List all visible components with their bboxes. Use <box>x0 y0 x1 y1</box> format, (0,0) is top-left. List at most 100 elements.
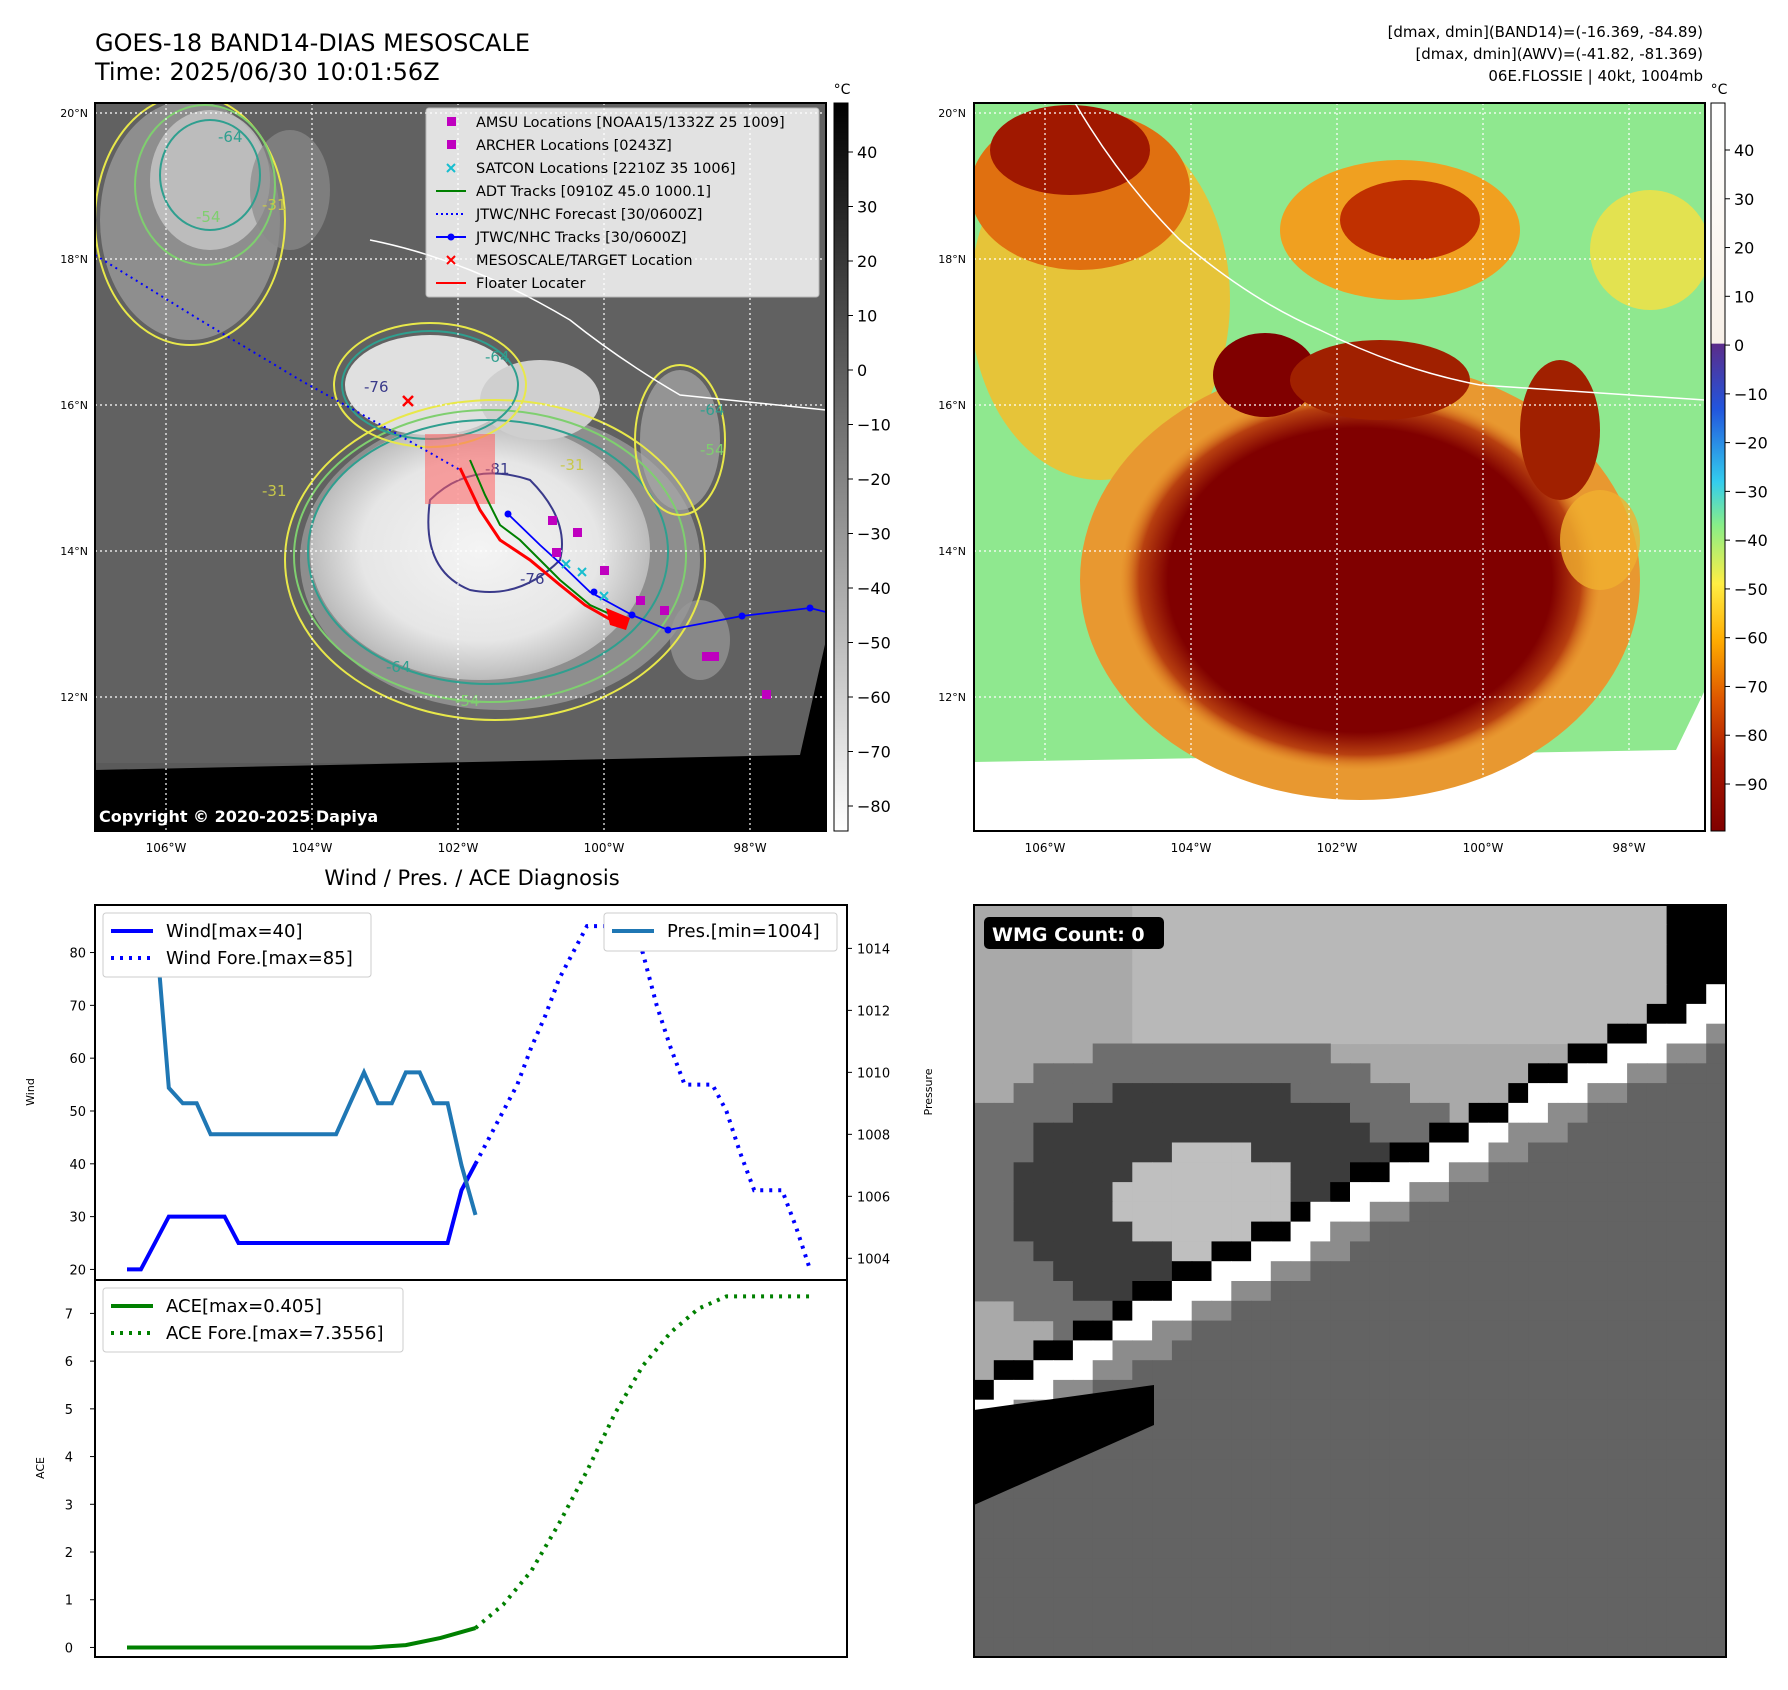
wmg-count-label: WMG Count: 0 <box>992 924 1145 946</box>
ace-series-line-0 <box>127 1626 477 1650</box>
ace-tick-label: 0 <box>65 1641 73 1656</box>
legend-item: AMSU Locations [NOAA15/1332Z 25 1009] <box>447 115 785 131</box>
lon-label: 98°W <box>1612 841 1645 855</box>
lon-label: 100°W <box>1463 841 1504 855</box>
ir-map-frame <box>94 102 827 832</box>
wind-legend: Wind[max=40] Wind Fore.[max=85] <box>102 912 372 978</box>
lat-label: 14°N <box>938 545 966 558</box>
adt-track <box>469 459 613 616</box>
ir-colorbar-unit: °C <box>834 82 851 98</box>
ace-chart: 0 1 2 3 4 5 6 7 ACE ACE[max=0.405] ACE Fore.[max… <box>34 1279 848 1658</box>
legend-label: Wind[max=40] <box>166 921 303 942</box>
colorbar-tick-label: −40 <box>857 579 891 598</box>
contour-label: -54 <box>196 208 221 226</box>
lat-label: 14°N <box>60 545 88 558</box>
pressure-tick-label: 1010 <box>857 1066 890 1081</box>
legend-label: ADT Tracks [0910Z 45.0 1000.1] <box>476 184 711 200</box>
legend-label: AMSU Locations [NOAA15/1332Z 25 1009] <box>476 115 785 131</box>
legend-label: Pres.[min=1004] <box>667 921 820 942</box>
ir-lon-labels: 106°W 104°W 102°W 100°W 98°W <box>146 841 767 855</box>
colorbar-tick-label: 10 <box>1734 287 1754 306</box>
legend-label: ACE[max=0.405] <box>166 1296 322 1317</box>
pressure-legend: Pres.[min=1004] <box>603 912 838 952</box>
legend-item: Floater Locater <box>436 276 585 292</box>
contour-31 <box>284 399 706 721</box>
color-map-frame <box>973 102 1706 832</box>
contour-label: -31 <box>262 196 287 214</box>
ir-storm-core <box>310 420 650 680</box>
wind-tick-label: 80 <box>69 947 86 962</box>
legend-label: Floater Locater <box>476 276 585 292</box>
lon-label: 104°W <box>1171 841 1212 855</box>
wind-tick-label: 30 <box>69 1211 86 1226</box>
color-colorbar-unit: °C <box>1711 82 1728 98</box>
colorbar-tick-label: −20 <box>857 470 891 489</box>
colorbar-tick-label: 0 <box>1734 336 1744 355</box>
ir-lat-labels: 20°N 18°N 16°N 14°N 12°N <box>60 107 88 704</box>
wmg-panel: WMG Count: 0 <box>973 904 1727 1658</box>
colorbar-tick-label: 40 <box>857 143 877 162</box>
ace-series-line-1 <box>474 1294 810 1630</box>
lat-label: 20°N <box>60 107 88 120</box>
colorbar-tick-label: −20 <box>1734 434 1768 453</box>
colorbar-tick-label: −80 <box>857 797 891 816</box>
legend-item: ADT Tracks [0910Z 45.0 1000.1] <box>436 184 711 200</box>
pressure-tick-label: 1012 <box>857 1004 890 1019</box>
legend-label: ARCHER Locations [0243Z] <box>476 138 672 154</box>
legend-label: Wind Fore.[max=85] <box>166 948 353 969</box>
color-colorbar <box>1710 102 1726 832</box>
ir-gridlines <box>95 103 826 831</box>
ace-axis-label: ACE <box>34 1457 47 1479</box>
ace-tick-label: 3 <box>65 1498 73 1513</box>
colorbar-tick-label: 30 <box>857 198 877 217</box>
legend-label: ACE Fore.[max=7.3556] <box>166 1323 384 1344</box>
colorbar-tick-label: −60 <box>857 688 891 707</box>
wind-tick-label: 40 <box>69 1158 86 1173</box>
colorbar-tick-label: −80 <box>1734 726 1768 745</box>
ir-legend: AMSU Locations [NOAA15/1332Z 25 1009] ARC… <box>425 107 820 298</box>
lon-label: 106°W <box>1025 841 1066 855</box>
pressure-axis-ticks: 1004 1006 1008 1010 1012 1014 <box>847 942 890 1267</box>
contour-64 <box>307 419 669 685</box>
figure-title: GOES-18 BAND14-DIAS MESOSCALE <box>95 29 530 57</box>
lon-label: 104°W <box>292 841 333 855</box>
color-lat-labels: 20°N 18°N 16°N 14°N 12°N <box>938 107 966 704</box>
wmg-frame <box>973 904 1727 1658</box>
copyright-label: Copyright © 2020-2025 Dapiya <box>99 807 378 826</box>
legend-item: ARCHER Locations [0243Z] <box>447 138 672 154</box>
colorbar-tick-label: −30 <box>857 525 891 544</box>
lat-label: 12°N <box>938 691 966 704</box>
wind-tick-label: 60 <box>69 1052 86 1067</box>
colorbar-tick-label: −10 <box>1734 385 1768 404</box>
info-storm: 06E.FLOSSIE | 40kt, 1004mb <box>1488 67 1703 85</box>
lon-label: 102°W <box>1317 841 1358 855</box>
colorbar-tick-label: 20 <box>857 252 877 271</box>
legend-item: JTWC/NHC Tracks [30/0600Z] <box>436 230 687 246</box>
wmg-pixels <box>974 905 1727 1658</box>
satcon-markers <box>561 559 609 601</box>
lon-label: 100°W <box>584 841 625 855</box>
pressure-tick-label: 1008 <box>857 1128 890 1143</box>
lat-label: 16°N <box>60 399 88 412</box>
lat-label: 20°N <box>938 107 966 120</box>
pressure-tick-label: 1014 <box>857 942 890 957</box>
lat-label: 18°N <box>60 253 88 266</box>
contour-label: -76 <box>364 378 389 396</box>
legend-label: SATCON Locations [2210Z 35 1006] <box>476 161 735 177</box>
colorbar-tick-label: −10 <box>857 416 891 435</box>
color-gridlines <box>974 103 1705 831</box>
contour-label: -64 <box>386 658 411 676</box>
contour-labels: -64 -54 -31 -64 -31 -76 -81 -64 -54 -31 … <box>196 128 725 710</box>
pressure-axis-label: Pressure <box>922 1068 935 1115</box>
diagnosis-title: Wind / Pres. / ACE Diagnosis <box>324 866 619 890</box>
floater-track <box>458 467 621 627</box>
colorbar-tick-label: −30 <box>1734 482 1768 501</box>
color-lon-labels: 106°W 104°W 102°W 100°W 98°W <box>1025 841 1646 855</box>
ace-tick-label: 5 <box>65 1403 73 1418</box>
contour-label: -54 <box>700 441 725 459</box>
color-colorbar-ticks: 40 30 20 10 0 −10 −20 −30 −40 −50 −60 −70 −80 −90 <box>1725 141 1768 794</box>
wind-axis-label: Wind <box>24 1078 37 1106</box>
target-location-marker <box>402 395 414 407</box>
lon-label: 98°W <box>733 841 766 855</box>
